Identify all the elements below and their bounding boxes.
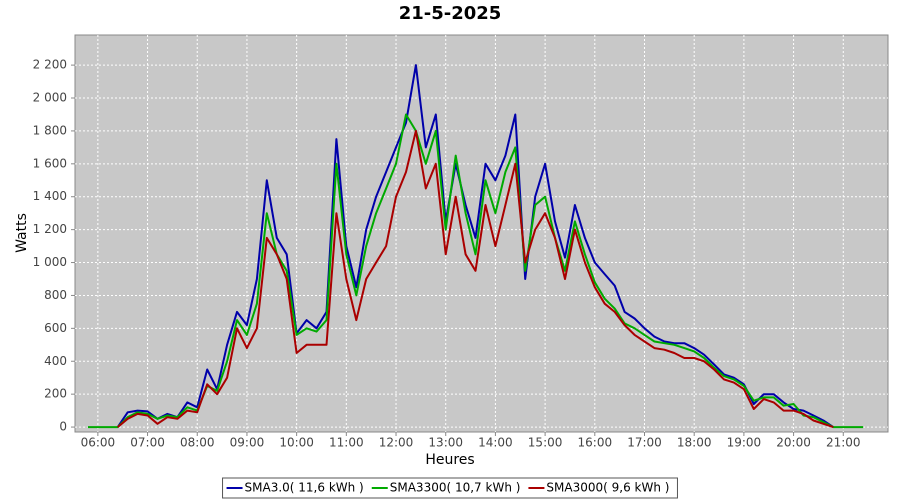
chart-title: 21-5-2025 bbox=[399, 3, 502, 24]
y-tick-label: 2 000 bbox=[33, 91, 67, 105]
y-axis-label: Watts bbox=[14, 213, 30, 253]
series-line bbox=[116, 64, 834, 428]
y-tick-label: 400 bbox=[44, 354, 67, 368]
legend-label: SMA3300( 10,7 kWh ) bbox=[390, 481, 521, 495]
x-tick-label: 20:00 bbox=[776, 436, 811, 450]
x-tick-label: 10:00 bbox=[279, 436, 314, 450]
x-tick-label: 21:00 bbox=[826, 436, 861, 450]
y-tick-label: 1 200 bbox=[33, 222, 67, 236]
series-line bbox=[117, 129, 834, 429]
series-line bbox=[87, 113, 864, 429]
x-tick-label: 06:00 bbox=[81, 436, 116, 450]
x-tick-label: 19:00 bbox=[727, 436, 762, 450]
x-tick-label: 17:00 bbox=[627, 436, 662, 450]
x-tick-label: 18:00 bbox=[677, 436, 712, 450]
x-tick-label: 14:00 bbox=[478, 436, 513, 450]
y-tick-label: 800 bbox=[44, 288, 67, 302]
legend-label: SMA3000( 9,6 kWh ) bbox=[546, 481, 669, 495]
x-tick-label: 11:00 bbox=[329, 436, 364, 450]
legend: SMA3.0( 11,6 kWh ) SMA3300( 10,7 kWh ) SMA… bbox=[222, 477, 678, 499]
y-tick-label: 1 400 bbox=[33, 189, 67, 203]
grid: 0 200 400 600 800 1 000 1 200 1 400 1 600 1 800 2 … bbox=[33, 35, 888, 450]
y-tick-label: 2 200 bbox=[33, 58, 67, 72]
x-axis-label: Heures bbox=[425, 452, 474, 468]
x-tick-label: 15:00 bbox=[528, 436, 563, 450]
y-tick-label: 1 800 bbox=[33, 123, 67, 137]
x-tick-label: 12:00 bbox=[379, 436, 414, 450]
y-tick-label: 0 bbox=[59, 420, 67, 434]
y-tick-label: 200 bbox=[44, 387, 67, 401]
y-tick-label: 1 600 bbox=[33, 156, 67, 170]
legend-label: SMA3.0( 11,6 kWh ) bbox=[245, 481, 364, 495]
legend-box bbox=[222, 477, 678, 499]
y-tick-label: 600 bbox=[44, 321, 67, 335]
x-tick-label: 08:00 bbox=[180, 436, 215, 450]
x-tick-label: 13:00 bbox=[428, 436, 463, 450]
x-tick-label: 16:00 bbox=[578, 436, 613, 450]
x-tick-label: 07:00 bbox=[130, 436, 165, 450]
series-lines bbox=[87, 64, 864, 429]
x-tick-label: 09:00 bbox=[230, 436, 265, 450]
y-tick-label: 1 000 bbox=[33, 255, 67, 269]
